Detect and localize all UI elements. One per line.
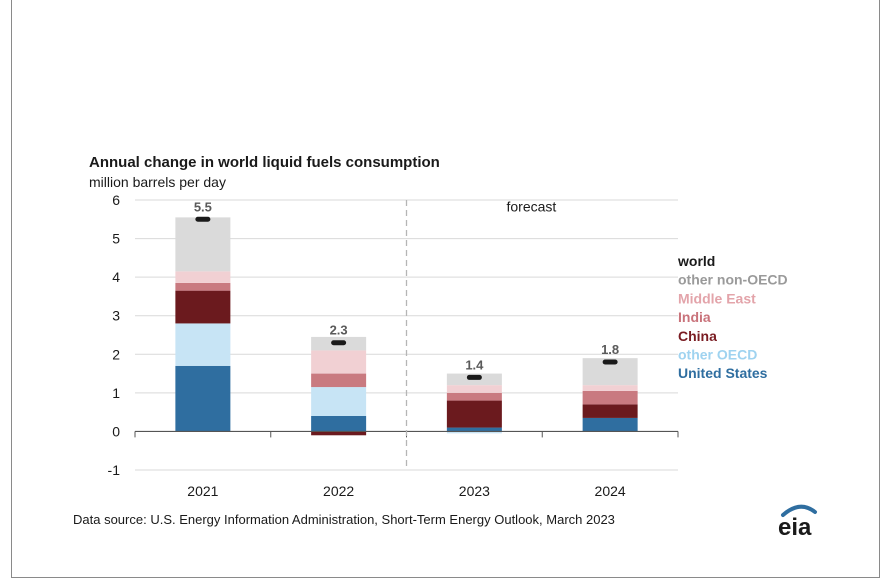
eia-logo: eia — [778, 504, 817, 541]
x-category-label: 2023 — [459, 483, 490, 499]
world-total-label: 1.4 — [465, 357, 484, 372]
eia-logo-text: eia — [778, 514, 812, 541]
bar-segment-middle-east — [175, 271, 231, 283]
y-tick-label: 1 — [112, 385, 120, 401]
bar-segment-china — [175, 290, 231, 324]
world-total-label: 1.8 — [601, 342, 619, 357]
legend-item-india: India — [678, 309, 711, 325]
bars — [175, 217, 638, 436]
bar-segment-other-oecd — [446, 431, 502, 434]
legend-item-other-non-oecd: other non-OECD — [678, 272, 788, 288]
x-category-label: 2021 — [187, 483, 218, 499]
bar-segment-india — [175, 282, 231, 291]
y-tick-label: 0 — [112, 423, 120, 439]
bar-segment-middle-east — [582, 385, 638, 391]
legend-item-china: China — [678, 328, 717, 344]
x-category-label: 2024 — [595, 483, 626, 499]
bar-segment-united-states — [311, 416, 367, 432]
chart-title: Annual change in world liquid fuels cons… — [89, 154, 440, 171]
world-totals: 5.5 2.3 1.4 1.8 — [194, 199, 619, 380]
bar-segment-other-oecd — [311, 387, 367, 416]
y-tick-label: 5 — [112, 231, 120, 247]
bar-segment-china — [311, 431, 367, 436]
legend-item-world: world — [677, 253, 715, 269]
y-tick-label: -1 — [108, 462, 121, 478]
bar-segment-other-oecd — [175, 323, 231, 366]
legend-item-other-oecd: other OECD — [678, 347, 757, 363]
y-tick-label: 3 — [112, 308, 120, 324]
bar-segment-india — [582, 390, 638, 405]
y-tick-label: 2 — [112, 346, 120, 362]
bar-segment-united-states — [446, 427, 502, 432]
bar-segment-india — [446, 392, 502, 401]
chart-subtitle: million barrels per day — [89, 174, 226, 190]
bar-segment-united-states — [175, 365, 231, 432]
bar-segment-other-non-oecd — [175, 217, 231, 272]
forecast-label: forecast — [507, 199, 557, 215]
y-tick-label: 6 — [112, 192, 120, 208]
x-category-label: 2022 — [323, 483, 354, 499]
legend: world other non-OECD Middle East India China… — [677, 253, 788, 381]
bar-segment-china — [582, 404, 638, 418]
y-axis-ticks: 6 5 4 3 2 1 0 -1 — [108, 192, 121, 478]
bar-segment-united-states — [582, 417, 638, 432]
x-axis-labels: 2021 2022 2023 2024 — [187, 483, 626, 499]
data-source: Data source: U.S. Energy Information Adm… — [73, 512, 615, 527]
bar-segment-middle-east — [311, 350, 367, 374]
eia-logo-swoosh — [781, 504, 817, 517]
y-tick-label: 4 — [112, 269, 120, 285]
legend-item-middle-east: Middle East — [678, 290, 756, 306]
bar-segment-china — [446, 400, 502, 428]
world-total-label: 5.5 — [194, 199, 212, 214]
chart-svg: Annual change in world liquid fuels cons… — [73, 154, 817, 541]
world-total-label: 2.3 — [330, 323, 348, 338]
bar-segment-middle-east — [446, 385, 502, 393]
bar-segment-india — [311, 373, 367, 388]
legend-item-united-states: United States — [678, 365, 768, 381]
